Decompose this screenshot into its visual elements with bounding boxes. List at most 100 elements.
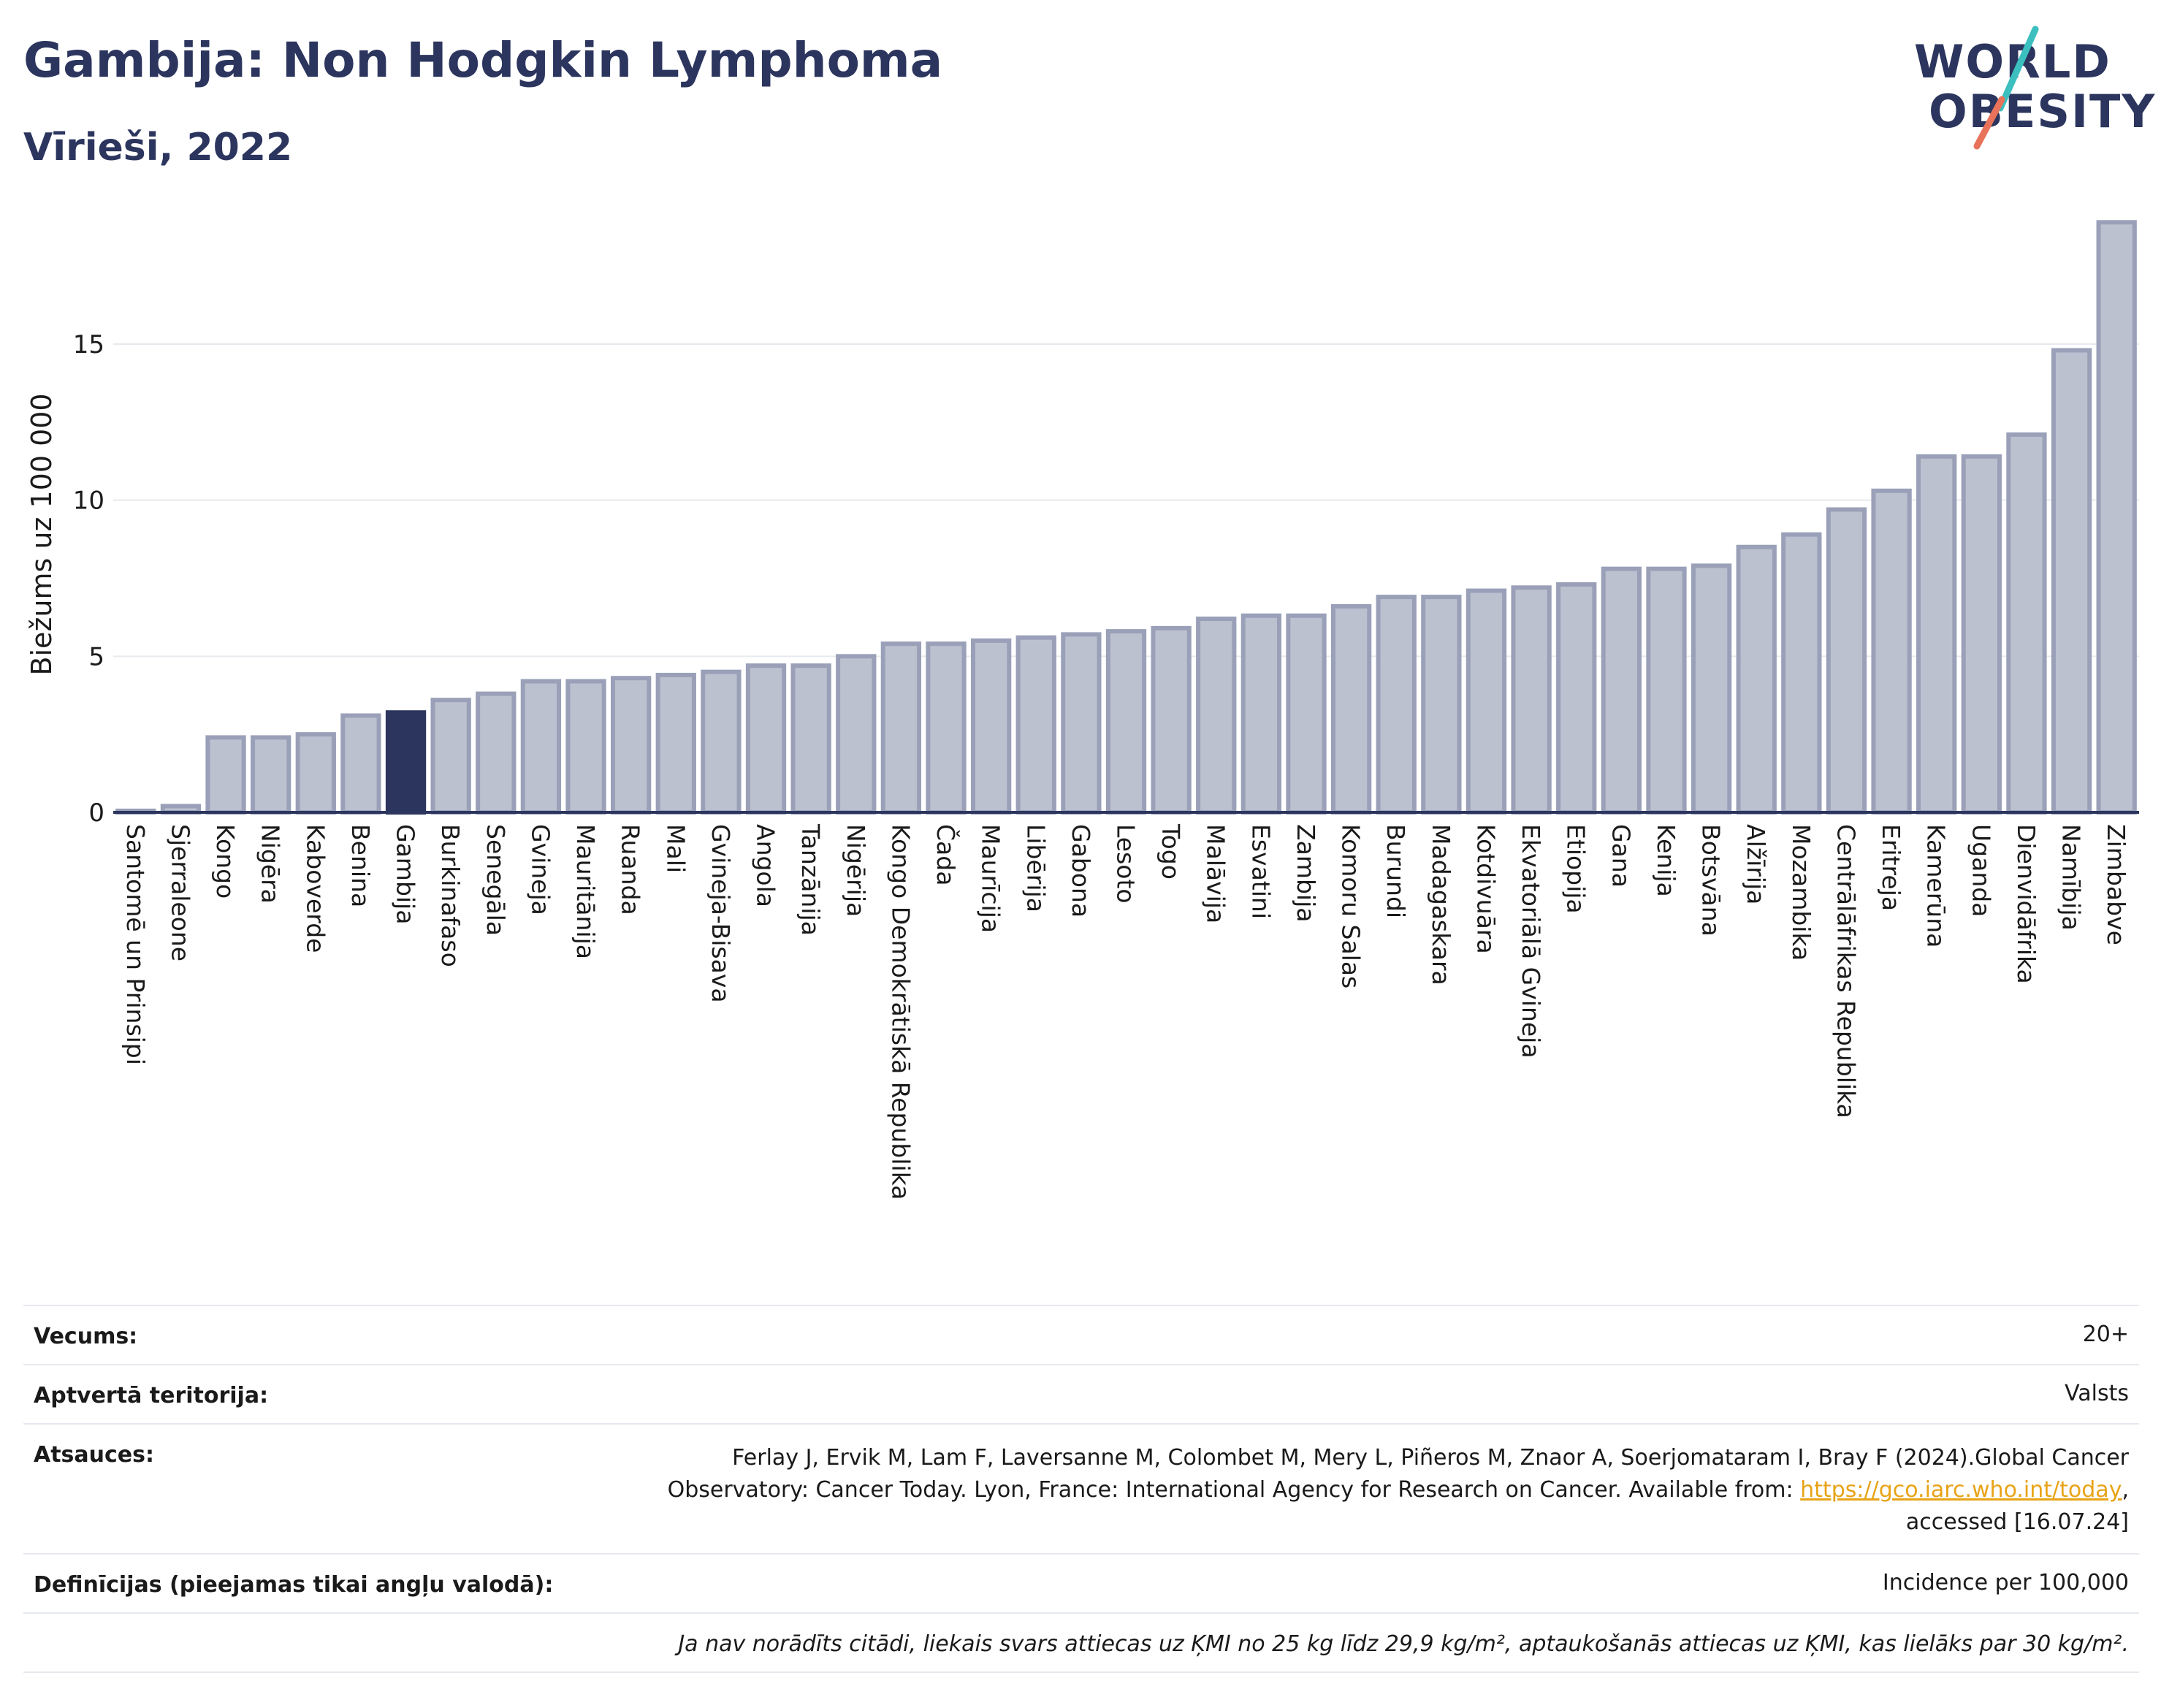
bar (1240, 613, 1282, 815)
x-tick-label: Centrālāfrikas Republika (1832, 824, 1860, 1118)
bar (970, 638, 1012, 815)
bar (790, 663, 831, 815)
x-tick-label: Namībija (2057, 824, 2086, 931)
y-tick-label: 0 (88, 798, 104, 828)
bar (520, 679, 562, 815)
x-tick-label: Sjerraleone (166, 824, 194, 961)
world-obesity-logo: WORLD OBESITY (1899, 22, 2154, 153)
x-tick-label: Gambija (392, 824, 420, 924)
x-tick-label: Čada (931, 824, 961, 885)
x-tick-label: Mauritānija (571, 824, 600, 959)
references-line-2-end: , (2122, 1477, 2129, 1503)
y-axis-title: Biežums uz 100 000 (26, 393, 58, 675)
x-tick-label: Tanzānija (796, 823, 825, 936)
info-row-note: Ja nav norādīts citādi, liekais svars at… (23, 1612, 2139, 1673)
logo-line-2: OBESITY (1929, 85, 2157, 138)
x-tick-label: Kamerūna (1922, 824, 1951, 948)
references-line-1: Ferlay J, Ervik M, Lam F, Laversanne M, … (732, 1445, 2129, 1471)
x-tick-label: Benina (346, 824, 375, 907)
x-tick-label: Eritreja (1877, 824, 1905, 911)
bar (1556, 582, 1597, 815)
info-row-references: Atsauces: Ferlay J, Ervik M, Lam F, Lave… (23, 1423, 2139, 1553)
bar (1196, 617, 1237, 815)
x-tick-label: Angola (752, 824, 780, 907)
bar (476, 691, 517, 815)
x-tick-label: Botsvāna (1697, 824, 1726, 937)
bar (2006, 432, 2047, 815)
x-tick-label: Gvineja (526, 824, 554, 915)
bar (1826, 507, 1867, 815)
bar (880, 641, 922, 815)
age-label: Vecums: (34, 1324, 138, 1349)
bar-highlighted (385, 710, 427, 815)
bar (1736, 544, 1777, 815)
x-tick-label: Togo (1156, 823, 1185, 880)
info-row-definitions: Definīcijas (pieejamas tikai angļu valod… (23, 1553, 2139, 1612)
age-value: 20+ (2082, 1322, 2129, 1347)
y-tick-label: 15 (73, 330, 104, 359)
x-tick-label: Esvatini (1246, 824, 1275, 919)
bar (295, 732, 336, 815)
definitions-label: Definīcijas (pieejamas tikai angļu valod… (34, 1572, 554, 1598)
bar (1871, 488, 1912, 815)
bar (205, 735, 246, 815)
bar (1916, 454, 1957, 815)
x-tick-label: Nigērija (842, 824, 870, 917)
x-tick-label: Maurīcija (977, 824, 1005, 933)
bar (926, 641, 967, 815)
bar (1061, 632, 1102, 815)
references-label: Atsauces: (34, 1442, 154, 1468)
bar (565, 679, 606, 815)
references-line-2: Observatory: Cancer Today. Lyon, France:… (667, 1477, 1801, 1503)
x-tick-label: Kongo (211, 824, 240, 899)
definitions-value: Incidence per 100,000 (1882, 1570, 2129, 1595)
x-tick-label: Kotdivuāra (1471, 824, 1500, 954)
x-tick-label: Kaboverde (301, 824, 329, 953)
y-axis-ticks: 0 5 10 15 (73, 330, 104, 828)
x-axis-labels: Santomē un Prinsipi Sjerraleone Kongo Nigēr… (121, 823, 2130, 1200)
bar (1646, 566, 1687, 815)
references-line-3: accessed [16.07.24] (1905, 1509, 2129, 1535)
x-tick-label: Ruanda (617, 824, 645, 915)
bar (1511, 585, 1552, 815)
bar (655, 672, 696, 815)
x-tick-label: Santomē un Prinsipi (121, 824, 150, 1065)
x-tick-label: Burkinafaso (436, 824, 465, 967)
x-tick-label: Libērija (1021, 824, 1050, 912)
bar (701, 669, 742, 815)
info-row-territory: Aptvertā teritorija: Valsts (23, 1364, 2139, 1423)
x-tick-label: Uganda (1967, 824, 1995, 917)
references-value: Ferlay J, Ervik M, Lam F, Laversanne M, … (668, 1442, 2129, 1539)
x-tick-label: Senegāla (481, 824, 510, 936)
bar (1105, 629, 1147, 815)
x-tick-label: Gvineja-Bisava (706, 824, 735, 1003)
bar (1961, 454, 2002, 815)
chart-title: Gambija: Non Hodgkin Lymphoma (23, 32, 943, 88)
x-tick-label: Malāvija (1202, 824, 1230, 923)
x-tick-label: Nigēra (256, 824, 285, 904)
bar (1691, 563, 1732, 815)
bar (1601, 566, 1642, 815)
bar (1330, 603, 1372, 815)
x-tick-label: Gabona (1067, 824, 1095, 918)
x-tick-label: Etiopija (1562, 824, 1590, 914)
territory-value: Valsts (2065, 1381, 2129, 1406)
bar (836, 654, 877, 815)
bar (611, 676, 652, 815)
x-tick-label: Kenija (1652, 824, 1680, 897)
bar (745, 663, 787, 815)
bar (1376, 595, 1417, 815)
x-tick-label: Komoru Salas (1337, 824, 1365, 988)
x-tick-label: Lesoto (1112, 824, 1140, 904)
x-tick-label: Zambija (1292, 824, 1320, 922)
bar (1421, 595, 1462, 815)
y-tick-label: 5 (88, 642, 104, 671)
bar (1466, 588, 1507, 815)
y-tick-label: 10 (73, 487, 104, 516)
x-tick-label: Alžīrija (1742, 824, 1770, 904)
x-tick-label: Dienvidāfrika (2012, 824, 2040, 984)
references-link[interactable]: https://gco.iarc.who.int/today (1800, 1477, 2122, 1503)
bars (115, 220, 2137, 815)
x-tick-label: Burundi (1381, 824, 1410, 918)
x-tick-label: Mali (661, 824, 690, 873)
